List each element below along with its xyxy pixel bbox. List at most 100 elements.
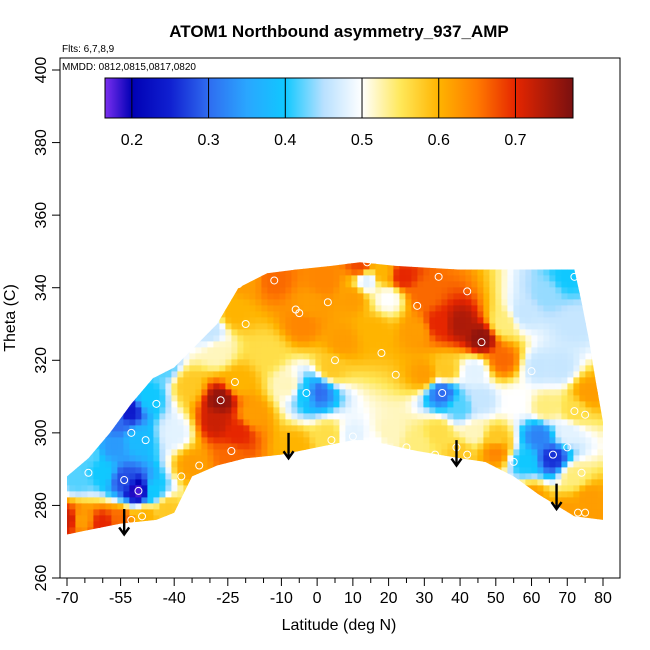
heatmap-cell bbox=[465, 401, 472, 408]
heatmap-cell bbox=[357, 527, 364, 534]
heatmap-cell bbox=[537, 359, 544, 366]
heatmap-cell bbox=[381, 287, 388, 294]
heatmap-cell bbox=[447, 473, 454, 480]
heatmap-cell bbox=[303, 335, 310, 342]
heatmap-cell bbox=[327, 491, 334, 498]
heatmap-cell bbox=[243, 449, 250, 456]
heatmap-cell bbox=[195, 341, 202, 348]
heatmap-cell bbox=[129, 353, 136, 360]
heatmap-cell bbox=[93, 485, 100, 492]
heatmap-cell bbox=[561, 479, 568, 486]
heatmap-cell bbox=[519, 317, 526, 324]
heatmap-cell bbox=[435, 425, 442, 432]
heatmap-cell bbox=[201, 293, 208, 300]
heatmap-cell bbox=[513, 491, 520, 498]
heatmap-cell bbox=[315, 545, 322, 552]
heatmap-cell bbox=[267, 425, 274, 432]
heatmap-cell bbox=[225, 269, 232, 276]
heatmap-cell bbox=[309, 461, 316, 468]
heatmap-cell bbox=[67, 455, 70, 462]
heatmap-cell bbox=[219, 401, 226, 408]
heatmap-cell bbox=[513, 305, 520, 312]
flight-point bbox=[195, 461, 204, 470]
heatmap-cell bbox=[129, 401, 136, 408]
heatmap-cell bbox=[249, 455, 256, 462]
heatmap-cell bbox=[567, 419, 574, 426]
heatmap-cell bbox=[225, 533, 232, 535]
heatmap-cell bbox=[477, 443, 484, 450]
heatmap-cell bbox=[597, 503, 603, 510]
heatmap-cell bbox=[555, 467, 562, 474]
heatmap-cell bbox=[315, 335, 322, 342]
heatmap-cell bbox=[99, 479, 106, 486]
heatmap-cell bbox=[249, 287, 256, 294]
heatmap-cell bbox=[297, 461, 304, 468]
heatmap-cell bbox=[201, 479, 208, 486]
heatmap-cell bbox=[531, 455, 538, 462]
heatmap-cell bbox=[537, 329, 544, 336]
heatmap-cell bbox=[177, 461, 184, 468]
heatmap-cell bbox=[381, 323, 388, 330]
heatmap-cell bbox=[231, 347, 238, 354]
heatmap-cell bbox=[309, 401, 316, 408]
heatmap-cell bbox=[105, 335, 112, 342]
heatmap-cell bbox=[537, 317, 544, 324]
heatmap-cell bbox=[141, 527, 148, 534]
heatmap-cell bbox=[585, 287, 592, 294]
heatmap-cell bbox=[321, 305, 328, 312]
heatmap-cell bbox=[213, 401, 220, 408]
heatmap-cell bbox=[429, 299, 436, 306]
heatmap-cell bbox=[591, 329, 598, 336]
heatmap-cell bbox=[501, 413, 508, 420]
heatmap-cell bbox=[87, 365, 94, 372]
heatmap-cell bbox=[387, 317, 394, 324]
heatmap-cell bbox=[603, 251, 610, 258]
heatmap-cell bbox=[573, 335, 580, 342]
heatmap-cell bbox=[231, 335, 238, 342]
heatmap-cell bbox=[99, 383, 106, 390]
heatmap-cell bbox=[471, 365, 478, 372]
heatmap-cell bbox=[177, 383, 184, 390]
heatmap-cell bbox=[75, 533, 82, 535]
heatmap-cell bbox=[183, 365, 190, 372]
heatmap-cell bbox=[177, 341, 184, 348]
heatmap-cell bbox=[519, 395, 526, 402]
heatmap-cell bbox=[513, 353, 520, 360]
heatmap-cell bbox=[441, 329, 448, 336]
heatmap-cell bbox=[273, 467, 280, 474]
heatmap-cell bbox=[555, 431, 562, 438]
heatmap-cell bbox=[519, 407, 526, 414]
heatmap-cell bbox=[99, 509, 106, 516]
heatmap-cell bbox=[285, 383, 292, 390]
heatmap-cell bbox=[423, 341, 430, 348]
heatmap-cell bbox=[123, 509, 130, 516]
heatmap-cell bbox=[333, 413, 340, 420]
heatmap-cell bbox=[321, 383, 328, 390]
heatmap-cell bbox=[267, 353, 274, 360]
heatmap-cell bbox=[513, 359, 520, 366]
heatmap-cell bbox=[435, 479, 442, 486]
heatmap-cell bbox=[111, 371, 118, 378]
heatmap-cell bbox=[225, 311, 232, 318]
heatmap-cell bbox=[297, 413, 304, 420]
heatmap-cell bbox=[561, 371, 568, 378]
heatmap-cell bbox=[231, 485, 238, 492]
heatmap-cell bbox=[321, 473, 328, 480]
heatmap-cell bbox=[363, 455, 370, 462]
heatmap-cell bbox=[315, 287, 322, 294]
heatmap-cell bbox=[519, 467, 526, 474]
heatmap-cell bbox=[93, 545, 100, 552]
heatmap-cell bbox=[195, 509, 202, 516]
heatmap-cell bbox=[129, 365, 136, 372]
heatmap-cell bbox=[507, 299, 514, 306]
heatmap-cell bbox=[411, 275, 418, 282]
heatmap-cell bbox=[123, 287, 130, 294]
heatmap-cell bbox=[459, 401, 466, 408]
heatmap-cell bbox=[303, 503, 310, 510]
heatmap-cell bbox=[471, 293, 478, 300]
heatmap-cell bbox=[363, 389, 370, 396]
heatmap-cell bbox=[369, 407, 376, 414]
heatmap-cell bbox=[375, 539, 382, 546]
heatmap-cell bbox=[315, 407, 322, 414]
heatmap-cell bbox=[321, 269, 328, 276]
